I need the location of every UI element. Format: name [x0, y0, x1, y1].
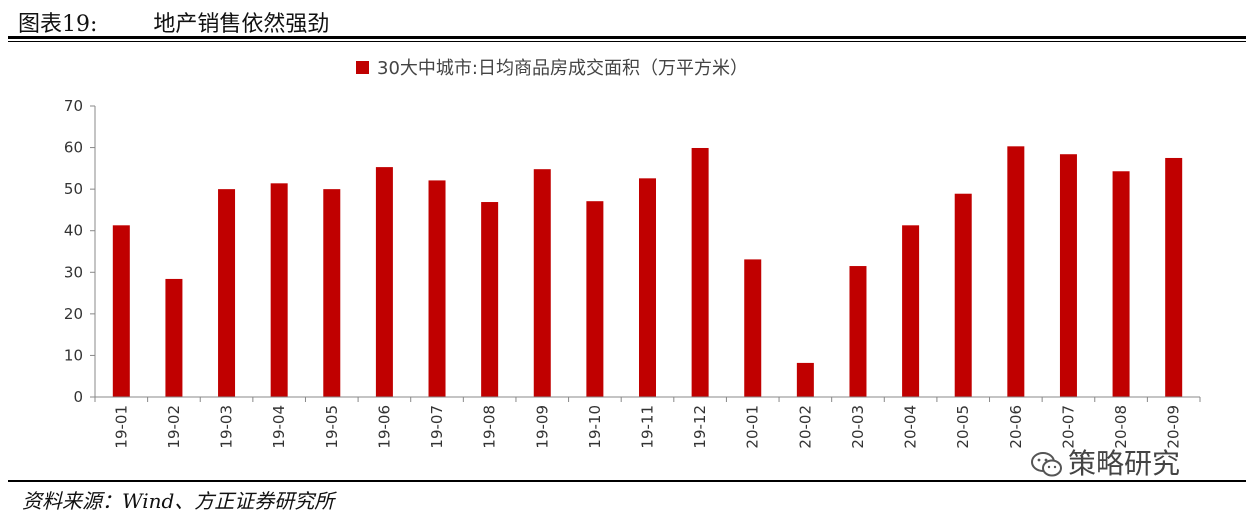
- bar-19-04: [270, 183, 288, 397]
- bars: [112, 146, 1183, 397]
- x-tick-label: 19-04: [270, 405, 288, 449]
- figure-title: 图表19: 地产销售依然强劲: [18, 12, 330, 37]
- y-tick-label: 0: [73, 388, 83, 406]
- x-tick-label: 19-06: [375, 405, 393, 449]
- x-tick-label: 19-07: [428, 405, 446, 449]
- y-tick-label: 40: [64, 222, 83, 240]
- y-axis: 0 10 20 30 40 50 60 70: [64, 97, 96, 406]
- source-note: 资料来源：Wind、方正证券研究所: [22, 489, 335, 513]
- y-tick-label: 50: [64, 180, 83, 198]
- bar-20-08: [1112, 171, 1130, 397]
- bar-19-07: [428, 180, 446, 397]
- legend: 30大中城市:日均商品房成交面积（万平方米）: [356, 58, 748, 79]
- x-tick-label: 20-01: [744, 405, 762, 449]
- x-tick-label: 20-03: [849, 405, 867, 449]
- x-axis: 19-01 19-02 19-03 19-04 19-05 19-06 19-07 19-08…: [94, 396, 1201, 449]
- bar-19-10: [586, 201, 604, 397]
- bar-19-08: [481, 202, 499, 397]
- x-tick-label: 20-05: [954, 405, 972, 449]
- bar-20-03: [849, 266, 867, 397]
- x-tick-label: 19-12: [691, 405, 709, 449]
- x-tick-label: 19-01: [112, 405, 130, 449]
- wechat-icon: [1031, 452, 1062, 477]
- bar-20-04: [902, 225, 920, 397]
- x-tick-label: 19-09: [533, 405, 551, 449]
- bar-19-12: [691, 147, 709, 397]
- bar-19-02: [165, 278, 183, 397]
- bar-19-09: [533, 169, 551, 397]
- bottom-rule: [8, 480, 1246, 482]
- x-tick-label: 19-10: [586, 405, 604, 449]
- bar-19-03: [218, 189, 236, 397]
- x-tick-label: 20-06: [1007, 405, 1025, 449]
- bar-20-05: [954, 193, 972, 397]
- x-tick-label: 19-08: [481, 405, 499, 449]
- y-tick-label: 20: [64, 305, 83, 323]
- x-tick-label: 20-07: [1059, 405, 1077, 449]
- top-rule: [8, 36, 1246, 39]
- legend-label: 30大中城市:日均商品房成交面积（万平方米）: [377, 58, 748, 79]
- bar-chart: 30大中城市:日均商品房成交面积（万平方米） 0 10 20 30 40 50 60 70 1…: [64, 58, 1201, 449]
- bar-20-07: [1059, 154, 1077, 397]
- x-tick-label: 20-09: [1165, 405, 1183, 449]
- bar-19-11: [639, 178, 656, 397]
- bar-20-09: [1165, 157, 1183, 397]
- y-tick-label: 30: [64, 263, 83, 281]
- bar-19-05: [323, 189, 341, 397]
- watermark-text: 策略研究: [1068, 447, 1181, 480]
- x-tick-label: 19-02: [165, 405, 183, 449]
- x-tick-label: 20-08: [1112, 405, 1130, 449]
- bar-19-06: [375, 167, 393, 397]
- y-tick-label: 60: [64, 139, 83, 157]
- legend-swatch: [356, 61, 369, 74]
- x-tick-label: 20-02: [796, 405, 814, 449]
- bar-19-01: [112, 225, 130, 397]
- y-tick-label: 70: [64, 97, 83, 115]
- x-tick-label: 19-05: [323, 405, 341, 449]
- y-tick-label: 10: [64, 346, 83, 364]
- top-rule-thin: [8, 41, 1246, 42]
- x-tick-label: 19-03: [218, 405, 236, 449]
- bar-20-06: [1007, 146, 1025, 397]
- x-tick-label: 20-04: [902, 405, 920, 449]
- bar-20-01: [744, 259, 762, 397]
- bar-20-02: [796, 362, 814, 397]
- watermark: 策略研究: [1030, 442, 1180, 482]
- x-tick-label: 19-11: [639, 405, 657, 449]
